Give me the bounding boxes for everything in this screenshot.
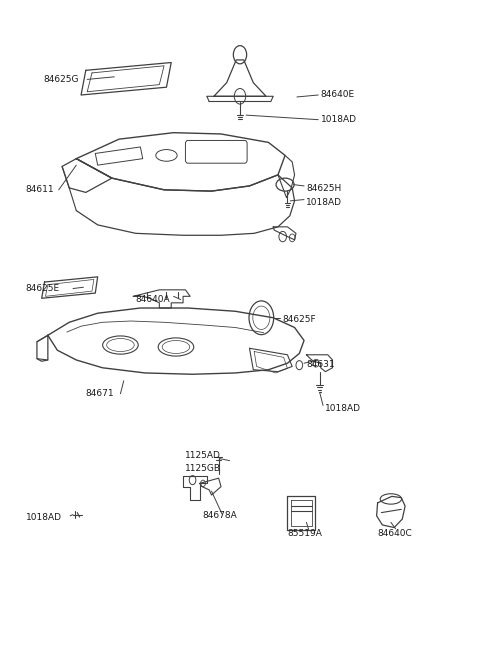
Text: 84625G: 84625G bbox=[43, 75, 79, 84]
Text: 84625H: 84625H bbox=[306, 184, 342, 193]
Text: 84671: 84671 bbox=[86, 389, 114, 398]
Text: 84611: 84611 bbox=[25, 185, 54, 195]
Text: 1125GB: 1125GB bbox=[185, 464, 221, 473]
Text: 1018AD: 1018AD bbox=[321, 115, 357, 124]
Text: 84640C: 84640C bbox=[378, 529, 412, 538]
Text: 1018AD: 1018AD bbox=[325, 403, 361, 413]
Text: 84640E: 84640E bbox=[321, 90, 355, 100]
Text: 84631: 84631 bbox=[306, 360, 335, 369]
Text: 1018AD: 1018AD bbox=[25, 513, 61, 521]
Text: 1018AD: 1018AD bbox=[306, 198, 342, 207]
Text: 1125AD: 1125AD bbox=[185, 451, 221, 460]
Text: 85519A: 85519A bbox=[288, 529, 322, 538]
Text: 84678A: 84678A bbox=[202, 512, 237, 520]
Text: 84625F: 84625F bbox=[283, 315, 316, 324]
Text: 84625E: 84625E bbox=[25, 284, 60, 293]
Text: 84640A: 84640A bbox=[136, 295, 170, 304]
